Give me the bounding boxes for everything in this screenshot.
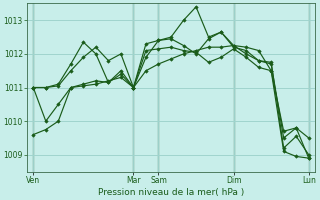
X-axis label: Pression niveau de la mer( hPa ): Pression niveau de la mer( hPa )	[98, 188, 244, 197]
